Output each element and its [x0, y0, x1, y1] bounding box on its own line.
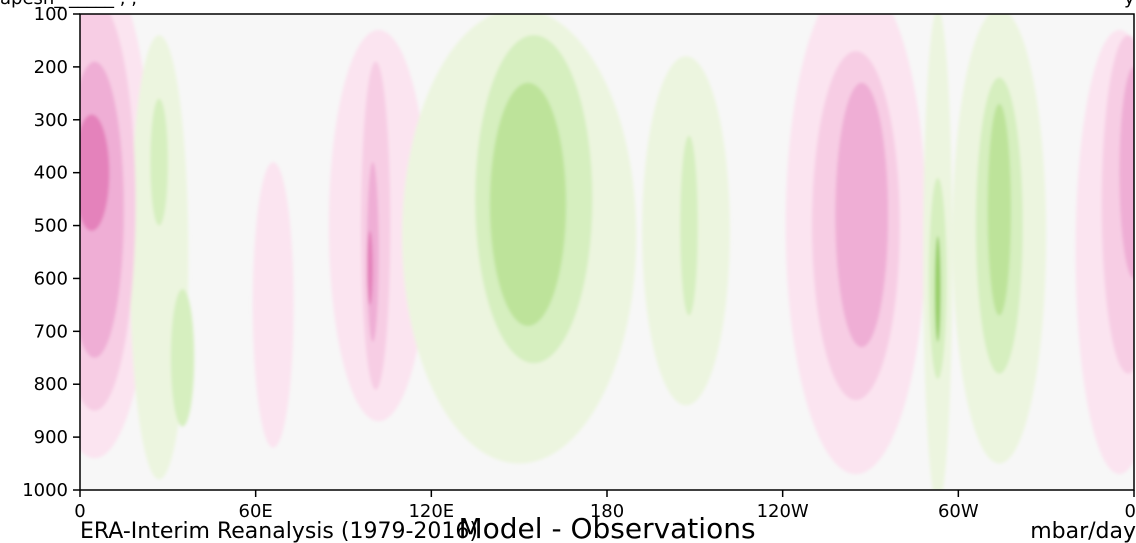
negative-anomaly-contour — [170, 289, 195, 427]
y-tick-label: 300 — [34, 110, 68, 131]
x-tick-label: 60E — [239, 501, 273, 522]
footer-right-units: mbar/day — [1030, 519, 1136, 543]
top-right-label: y — [1124, 0, 1135, 9]
y-tick-label: 700 — [34, 321, 68, 342]
positive-anomaly-contour — [1119, 66, 1134, 279]
x-tick-label: 60W — [938, 501, 979, 522]
negative-anomaly-contour — [489, 82, 567, 327]
contour-fills — [80, 14, 1134, 490]
y-tick-label: 800 — [34, 374, 68, 395]
x-tick-label: 0 — [1125, 501, 1136, 522]
y-tick-label: 100 — [34, 4, 68, 25]
positive-anomaly-contour — [835, 82, 889, 348]
positive-anomaly-contour — [80, 114, 110, 231]
y-axis: 100 200 300 400 500 600 700 800 900 1000 — [22, 4, 80, 501]
x-axis: 0 60E 120E 180 120W 60W 0 — [74, 490, 1136, 522]
x-tick-label: 120W — [757, 501, 809, 522]
y-tick-label: 600 — [34, 268, 68, 289]
y-tick-label: 400 — [34, 163, 68, 184]
negative-anomaly-contour — [987, 103, 1011, 316]
x-tick-label: 120E — [408, 501, 454, 522]
positive-anomaly-contour — [367, 230, 373, 305]
x-tick-label: 180 — [590, 501, 624, 522]
negative-anomaly-contour — [150, 98, 168, 226]
x-tick-label: 0 — [74, 501, 85, 522]
y-tick-label: 200 — [34, 57, 68, 78]
plot-area — [79, 13, 1135, 491]
top-left-label: apesh_ _____ , , — [0, 0, 137, 9]
negative-anomaly-contour — [680, 135, 698, 316]
y-tick-label: 500 — [34, 216, 68, 237]
y-tick-label: 1000 — [22, 480, 68, 501]
footer-left-label: ERA-Interim Reanalysis (1979-2016) — [80, 519, 478, 543]
negative-anomaly-contour — [934, 236, 941, 342]
y-tick-label: 900 — [34, 427, 68, 448]
footer-center-title: Model - Observations — [458, 512, 755, 543]
positive-anomaly-contour — [252, 162, 294, 448]
